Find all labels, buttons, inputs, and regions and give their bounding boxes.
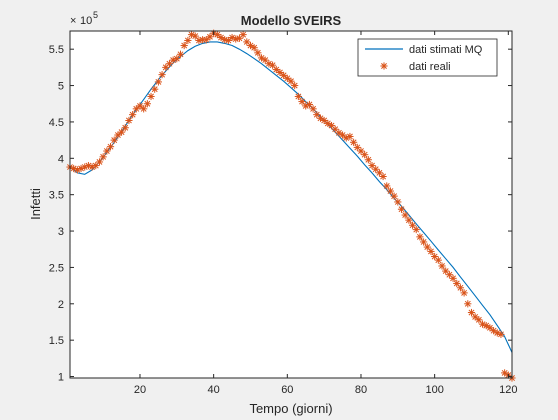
x-tick-label: 120: [499, 384, 517, 396]
data-point-real: [434, 256, 442, 264]
y-tick-label: 3: [58, 226, 64, 238]
data-point-real: [239, 31, 247, 39]
y-tick-label: 3.5: [49, 190, 64, 202]
data-point-real: [497, 330, 505, 338]
data-point-real: [136, 102, 144, 110]
data-point-real: [405, 216, 413, 224]
data-point-real: [140, 105, 148, 113]
y-tick-label: 5: [58, 81, 64, 93]
data-point-real: [151, 85, 159, 93]
data-point-real: [250, 44, 258, 52]
y-tick-label: 5.5: [49, 44, 64, 56]
data-point-real: [350, 138, 358, 146]
data-point-real: [283, 74, 291, 82]
data-point-real: [121, 124, 129, 132]
data-point-real: [95, 158, 104, 166]
data-point-real: [386, 187, 395, 195]
data-point-real: [176, 50, 185, 58]
data-point-real: [460, 289, 468, 297]
data-point-real: [412, 225, 420, 234]
y-exponent-label: × 10 5: [70, 10, 98, 27]
data-point-real: [486, 324, 494, 332]
data-point-real: [309, 105, 317, 113]
data-point-real: [280, 71, 288, 79]
data-point-real: [383, 182, 391, 190]
data-point-real: [427, 247, 435, 256]
y-exponent-base: 10: [80, 15, 92, 27]
data-point-real: [213, 31, 221, 39]
data-point-real: [394, 198, 402, 206]
x-tick-label: 80: [355, 384, 367, 396]
data-point-real: [99, 153, 107, 161]
data-point-real: [327, 121, 336, 130]
data-point-real: [364, 156, 372, 164]
data-point-real: [143, 100, 151, 108]
data-point-real: [84, 161, 93, 170]
data-point-real: [106, 143, 115, 151]
data-point-real: [129, 111, 137, 119]
data-point-real: [268, 61, 277, 69]
data-point-real: [438, 262, 446, 270]
y-tick-label: 4: [58, 153, 64, 165]
data-point-real: [368, 161, 376, 170]
x-tick-label: 100: [425, 384, 443, 396]
x-axis-label: Tempo (giorni): [249, 401, 332, 416]
legend-asterisk: [380, 62, 388, 70]
data-point-real: [294, 92, 302, 101]
data-point-real: [114, 131, 122, 139]
data-point-real: [147, 92, 155, 101]
y-tick-label: 1: [58, 372, 64, 384]
y-exponent-power: 5: [93, 10, 98, 20]
plot-area: [66, 29, 516, 382]
legend: dati stimati MQ dati reali: [357, 38, 498, 77]
data-point-real: [184, 36, 192, 45]
data-point-real: [361, 151, 369, 159]
data-point-real: [346, 132, 354, 141]
data-point-real: [110, 136, 118, 144]
data-point-real: [132, 105, 140, 113]
x-tick-label: 20: [134, 384, 146, 396]
y-tick-label: 2.5: [49, 262, 64, 274]
data-point-real: [431, 252, 439, 261]
data-point-real: [397, 205, 406, 213]
axes-box: [69, 30, 513, 379]
y-exponent-prefix: ×: [70, 15, 76, 27]
data-point-real: [420, 238, 428, 246]
legend-label-fitted: dati stimati MQ: [409, 44, 483, 56]
legend-label-real: dati reali: [409, 61, 451, 73]
data-point-real: [180, 41, 188, 50]
data-point-real: [449, 274, 457, 282]
legend-box: [357, 38, 498, 77]
data-point-real: [125, 116, 133, 125]
data-point-real: [254, 49, 262, 57]
data-point-real: [416, 233, 424, 241]
series-line-fitted: [69, 41, 513, 353]
data-point-real: [202, 36, 210, 44]
x-tick-label: 40: [208, 384, 220, 396]
legend-asterisk-swatch: [380, 62, 388, 70]
data-point-real: [224, 36, 232, 45]
axes-background: [70, 31, 512, 378]
y-axis-label: Infetti: [28, 188, 43, 220]
x-tick-label: 60: [281, 384, 293, 396]
data-point-real: [401, 211, 409, 219]
data-point-real: [158, 71, 166, 79]
data-point-real: [291, 81, 299, 90]
data-point-real: [154, 78, 162, 86]
chart-title: Modello SVEIRS: [241, 13, 342, 28]
data-point-real: [456, 284, 465, 292]
data-point-real: [464, 300, 472, 308]
axis-ticks: 20 40 60 80 100 120 1 1.5 2 2.5 3 3.5 4 4.5 5 5.5: [49, 31, 517, 396]
y-tick-label: 1.5: [49, 335, 64, 347]
data-point-real: [379, 172, 387, 181]
data-point-real: [320, 116, 328, 125]
data-point-real: [338, 131, 347, 139]
data-point-real: [272, 65, 280, 74]
data-point-real: [276, 68, 284, 77]
data-point-real: [390, 192, 398, 200]
y-tick-label: 2: [58, 299, 64, 311]
data-point-real: [471, 313, 479, 321]
y-tick-label: 4.5: [49, 117, 64, 129]
